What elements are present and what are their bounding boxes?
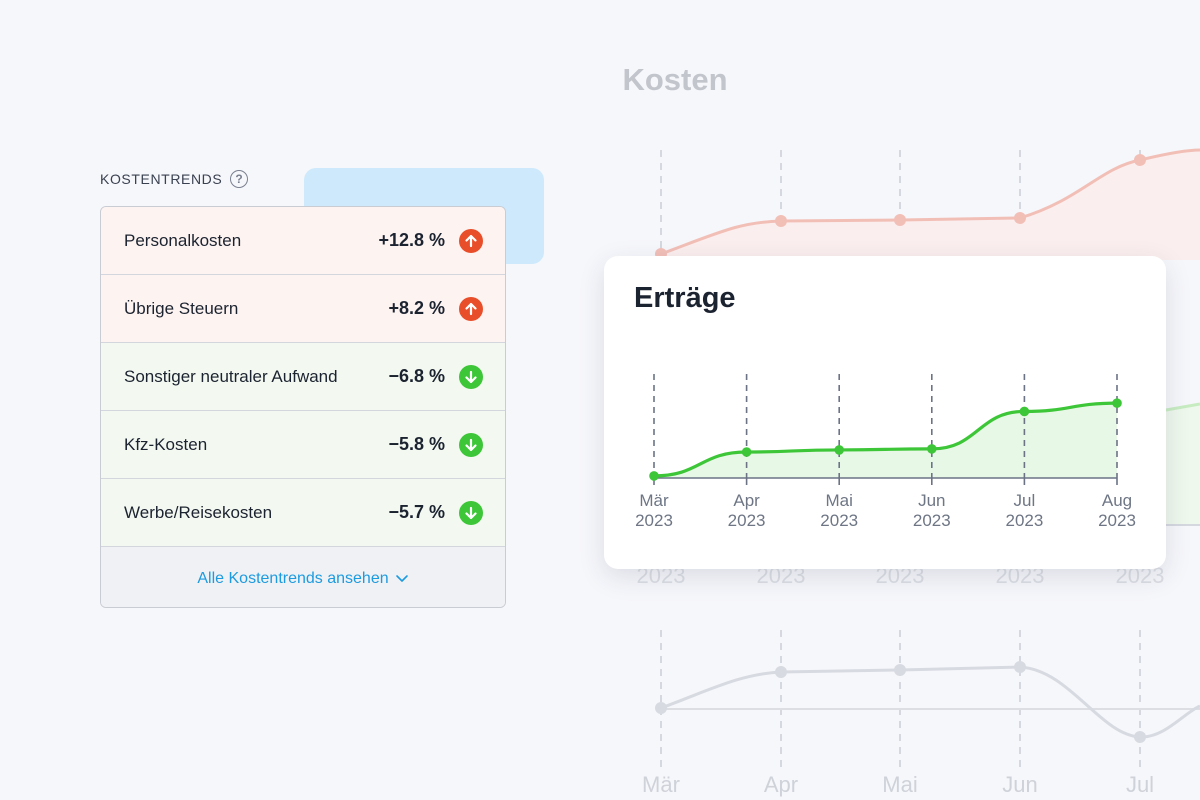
- arrow-down-icon: [459, 364, 483, 389]
- arrow-down-icon: [459, 500, 483, 525]
- trend-label: Kfz-Kosten: [124, 434, 208, 454]
- bg-profit-line: [660, 665, 1200, 739]
- help-icon[interactable]: ?: [230, 170, 249, 188]
- data-point: [834, 445, 844, 455]
- chevron-down-icon: [395, 570, 409, 588]
- trends-panel: Personalkosten +12.8 % Übrige Steuern +8…: [100, 206, 506, 608]
- trend-label: Personalkosten: [124, 230, 242, 250]
- bg-month-label: Mai: [882, 772, 918, 797]
- trends-heading: KOSTENTRENDS: [100, 171, 223, 187]
- x-tick-label: Jul: [1014, 491, 1036, 510]
- trend-row-sonstiger-aufwand[interactable]: Sonstiger neutraler Aufwand −6.8 %: [101, 343, 505, 411]
- x-tick-label: Apr: [733, 491, 760, 510]
- x-tick-label: 2023: [728, 511, 766, 530]
- bg-month-label: Jun: [1002, 772, 1038, 797]
- trend-label: Werbe/Reisekosten: [124, 502, 273, 522]
- x-tick-label: 2023: [635, 511, 673, 530]
- trend-row-personalkosten[interactable]: Personalkosten +12.8 %: [101, 207, 505, 275]
- trend-value: +12.8 %: [378, 230, 445, 250]
- show-all-trends-link[interactable]: Alle Kostentrends ansehen: [101, 547, 505, 607]
- background-title: Kosten: [622, 62, 728, 97]
- trend-value: −5.7 %: [388, 502, 445, 522]
- trend-row-kfz-kosten[interactable]: Kfz-Kosten −5.8 %: [101, 411, 505, 479]
- bg-month-label: Mär: [642, 772, 680, 797]
- chart-title: Erträge: [634, 282, 736, 314]
- revenue-chart-card: Erträge Mär 2023 Apr 2023 Mai 2023 Jun 2023 Jul 2…: [604, 256, 1166, 569]
- bg-month-label: Jul: [1125, 772, 1155, 797]
- arrow-up-icon: [459, 296, 483, 321]
- x-tick-label: Aug: [1102, 491, 1132, 510]
- arrow-down-icon: [459, 432, 483, 457]
- x-tick-label: 2023: [1005, 511, 1043, 530]
- data-point: [741, 447, 752, 457]
- trend-value: +8.2 %: [388, 298, 445, 318]
- trend-value: −6.8 %: [388, 366, 445, 386]
- trends-header: KOSTENTRENDS ?: [100, 170, 249, 188]
- bg-cost-line: [660, 148, 1200, 256]
- series-line: [652, 401, 1119, 478]
- data-point: [1019, 406, 1030, 417]
- trend-row-uebrige-steuern[interactable]: Übrige Steuern +8.2 %: [101, 275, 505, 343]
- x-tick-label: 2023: [1098, 511, 1136, 530]
- trend-row-werbe-reisekosten[interactable]: Werbe/Reisekosten −5.7 %: [101, 479, 505, 547]
- data-point: [649, 471, 659, 481]
- trend-value: −5.8 %: [388, 434, 445, 454]
- show-all-trends-label: Alle Kostentrends ansehen: [197, 569, 389, 587]
- chart-area-fill: [654, 403, 1117, 478]
- data-point: [1112, 398, 1122, 408]
- x-tick-label: Mai: [825, 491, 852, 510]
- data-point: [927, 444, 937, 454]
- x-tick-label: 2023: [820, 511, 858, 530]
- arrow-up-icon: [459, 228, 483, 253]
- bg-month-label: Apr: [763, 772, 799, 797]
- trend-label: Übrige Steuern: [124, 298, 239, 318]
- x-tick-label: Mär: [639, 491, 669, 510]
- x-tick-label: 2023: [913, 511, 951, 530]
- revenue-chart: Mär2023Apr2023Mai2023Jun2023Jul2023Aug20…: [635, 374, 1136, 530]
- x-tick-label: Jun: [918, 491, 945, 510]
- trend-label: Sonstiger neutraler Aufwand: [124, 366, 338, 386]
